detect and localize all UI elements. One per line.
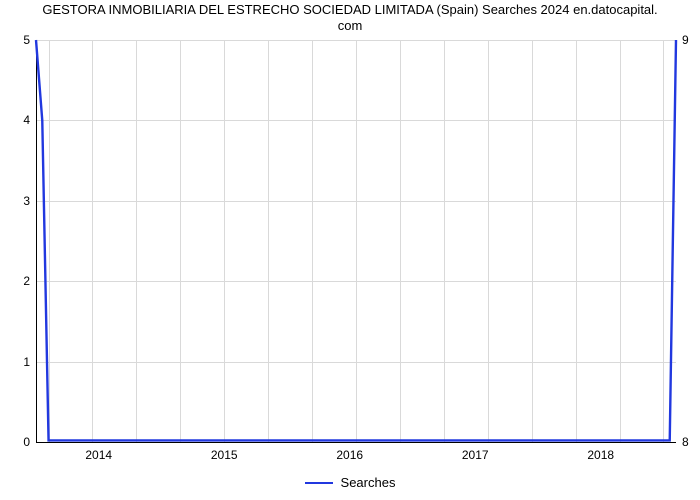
legend-label: Searches [341,475,396,490]
legend-item-searches: Searches [305,475,396,490]
y-tick-label: 4 [6,113,30,127]
x-tick-label: 2015 [211,448,238,462]
plot-area: 0123452014201520162017201898 [36,40,676,442]
y-tick-label: 2 [6,274,30,288]
y-tick-label: 1 [6,355,30,369]
chart-title-line2: com [338,18,363,33]
chart-legend: Searches [0,471,700,491]
x-tick-label: 2016 [336,448,363,462]
chart-title: GESTORA INMOBILIARIA DEL ESTRECHO SOCIED… [0,2,700,35]
x-tick-label: 2014 [85,448,112,462]
x-tick-label: 2018 [587,448,614,462]
chart-container: { "chart": { "type": "line", "title_line… [0,0,700,500]
series-end-label-bottom: 8 [682,435,689,449]
x-axis [36,442,676,443]
series-end-label-top: 9 [682,33,689,47]
y-tick-label: 0 [6,435,30,449]
legend-line-icon [305,482,333,484]
y-tick-label: 5 [6,33,30,47]
x-tick-label: 2017 [462,448,489,462]
y-tick-label: 3 [6,194,30,208]
chart-title-line1: GESTORA INMOBILIARIA DEL ESTRECHO SOCIED… [42,2,657,17]
series-line [36,40,676,442]
